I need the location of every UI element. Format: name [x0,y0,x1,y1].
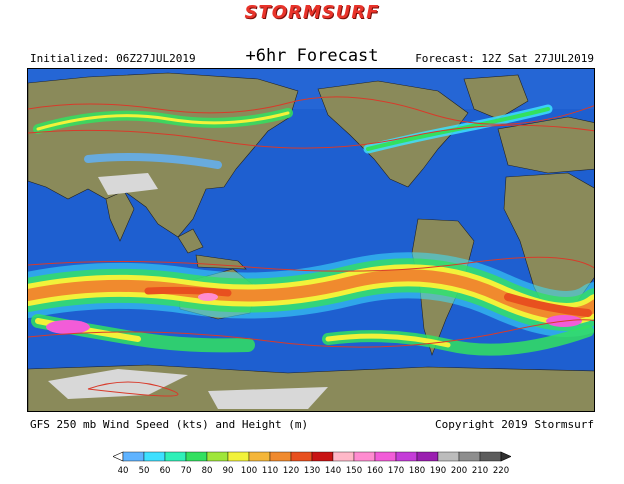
colorbar-tick-label: 140 [325,466,341,476]
northern-jet [33,104,553,169]
colorbar-tick-label: 100 [241,466,257,476]
colorbar-labels: 40 50 60 70 80 90 100 110 120 130 140 150 160 170 180 1… [118,466,510,476]
southern-jet [28,252,594,356]
ice-areas [48,173,328,409]
colorbar-tick-label: 60 [160,466,171,476]
colorbar-tick-label: 170 [388,466,404,476]
colorbar-swatch [416,451,439,462]
colorbar-tick-label: 120 [283,466,299,476]
wind-speed-colorbar: 40 50 60 70 80 90 100 110 120 130 140 150 160 170 180 1… [112,450,512,480]
wind-speed-map [27,68,595,412]
colorbar-swatch [269,451,292,462]
colorbar-swatch [437,451,460,462]
colorbar-tick-label: 220 [493,466,509,476]
copyright-label: Copyright 2019 Stormsurf [435,418,594,431]
colorbar-tick-label: 50 [139,466,150,476]
colorbar-tick-label: 210 [472,466,488,476]
colorbar-swatch [479,451,502,462]
colorbar-tick-label: 130 [304,466,320,476]
stormsurf-logo: STORMSURF [244,2,380,23]
colorbar-tick-label: 180 [409,466,425,476]
colorbar-swatch [185,451,208,462]
initialized-time: Initialized: 06Z27JUL2019 [30,52,196,65]
colorbar-tick-label: 190 [430,466,446,476]
valid-time: Forecast: 12Z Sat 27JUL2019 [415,52,594,65]
colorbar-tick-label: 70 [181,466,192,476]
colorbar-swatch [290,451,313,462]
colorbar-swatch [227,451,250,462]
colorbar-swatch [353,451,376,462]
colorbar-swatch [248,451,271,462]
colorbar-tick-label: 150 [346,466,362,476]
colorbar-swatch [122,451,145,462]
colorbar-high-arrow [500,451,512,462]
colorbar-swatch [458,451,481,462]
colorbar-low-arrow [112,451,124,462]
colorbar-tick-label: 80 [202,466,213,476]
colorbar-swatch [395,451,418,462]
colorbar-swatch [143,451,166,462]
colorbar-tick-label: 110 [262,466,278,476]
forecast-hour-title: +6hr Forecast [245,46,379,66]
colorbar-swatch [332,451,355,462]
map-canvas [28,69,594,411]
colorbar-tick-label: 90 [223,466,234,476]
colorbar-tick-label: 200 [451,466,467,476]
colorbar-swatch [311,451,334,462]
colorbar-tick-label: 40 [118,466,129,476]
colorbar-svg: 40 50 60 70 80 90 100 110 120 130 140 150 160 170 180 1… [112,451,512,476]
colorbar-swatches [112,451,512,462]
product-label: GFS 250 mb Wind Speed (kts) and Height (… [30,418,309,431]
colorbar-swatch [206,451,229,462]
colorbar-swatch [374,451,397,462]
height-contours [28,96,594,397]
colorbar-swatch [164,451,187,462]
colorbar-tick-label: 160 [367,466,383,476]
